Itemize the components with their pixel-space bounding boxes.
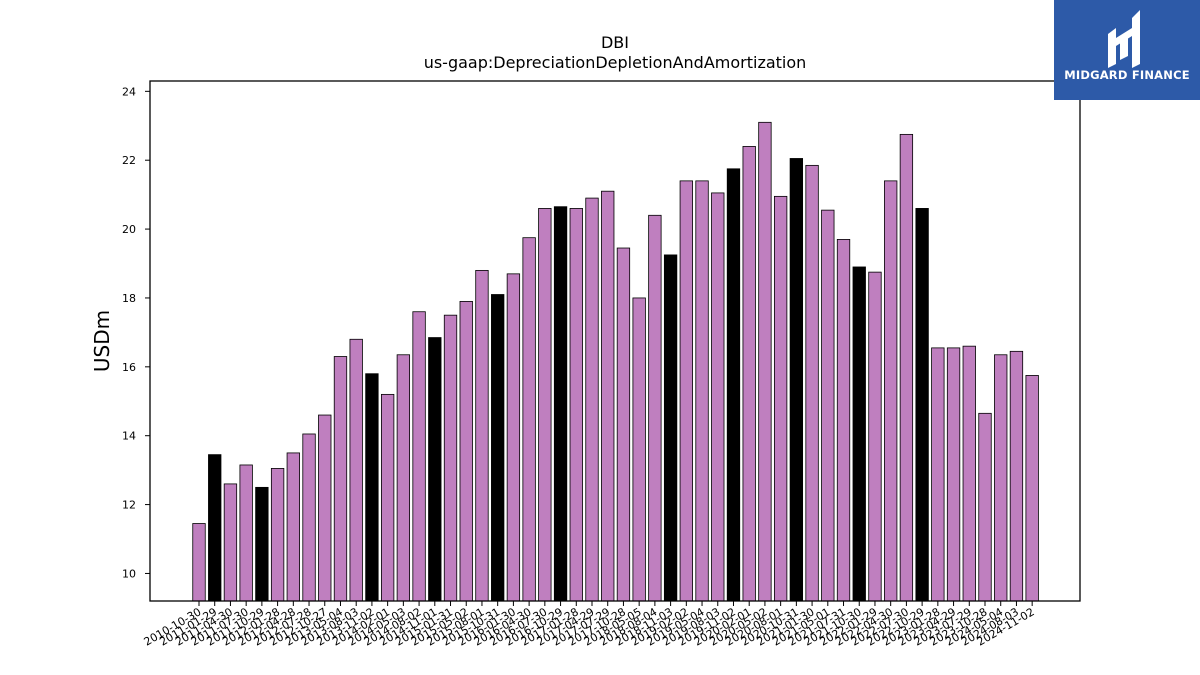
bar <box>711 192 725 602</box>
y-tick-label: 14 <box>122 430 136 443</box>
y-tick-label: 20 <box>122 223 136 236</box>
bar <box>585 197 599 602</box>
bar <box>318 414 332 602</box>
bar <box>695 180 709 602</box>
bar <box>538 208 552 602</box>
bar <box>726 168 741 602</box>
y-tick-label: 22 <box>122 154 136 167</box>
bar <box>522 237 536 602</box>
y-tick-label: 10 <box>122 567 136 580</box>
plot-frame <box>149 80 1081 602</box>
bar <box>270 468 285 602</box>
bar <box>491 294 505 602</box>
bar <box>443 314 458 602</box>
bar <box>428 337 442 602</box>
bar <box>223 483 238 602</box>
chart-title: DBI <box>601 33 629 52</box>
bar <box>915 208 929 602</box>
bar <box>663 254 678 602</box>
bar <box>349 338 363 602</box>
bar <box>286 452 300 602</box>
chart-subtitle: us-gaap:DepreciationDepletionAndAmortiza… <box>424 53 807 72</box>
y-tick-label: 18 <box>122 292 136 305</box>
bar <box>208 454 222 602</box>
y-tick-label: 12 <box>122 499 136 512</box>
bar <box>899 133 914 602</box>
bar <box>931 347 945 602</box>
bar <box>192 523 206 602</box>
bar <box>239 464 253 602</box>
bar <box>601 190 615 602</box>
bar <box>506 273 521 602</box>
bar <box>569 208 583 602</box>
bar <box>805 164 819 602</box>
bar <box>333 356 348 602</box>
bar <box>553 206 568 602</box>
bar <box>679 180 693 602</box>
bar <box>365 373 379 602</box>
bar <box>962 345 976 602</box>
bar <box>648 214 662 602</box>
bar <box>1009 350 1024 602</box>
bar <box>994 354 1008 602</box>
bar <box>396 354 411 602</box>
bar <box>412 311 426 602</box>
logo-mark-icon <box>1108 10 1140 68</box>
bar <box>884 180 898 602</box>
bar <box>459 300 473 602</box>
bar <box>789 158 804 602</box>
bar <box>616 247 631 602</box>
bar <box>836 239 851 602</box>
bar <box>946 347 961 602</box>
bar <box>475 269 489 602</box>
bar <box>742 146 756 602</box>
bar <box>1025 375 1039 602</box>
bar <box>773 195 788 602</box>
bar <box>978 412 992 602</box>
y-tick-label: 16 <box>122 361 136 374</box>
bar <box>852 266 866 602</box>
bar <box>255 486 269 602</box>
y-tick-label: 24 <box>122 85 136 98</box>
bar <box>632 297 646 602</box>
logo-text: MIDGARD FINANCE <box>1064 68 1190 82</box>
bar <box>380 393 395 602</box>
midgard-finance-logo: MIDGARD FINANCE <box>1054 0 1200 100</box>
y-axis-label: USDm <box>90 310 114 372</box>
bar <box>821 209 835 602</box>
bar <box>758 121 772 602</box>
bar <box>302 433 316 602</box>
bar <box>868 271 882 602</box>
